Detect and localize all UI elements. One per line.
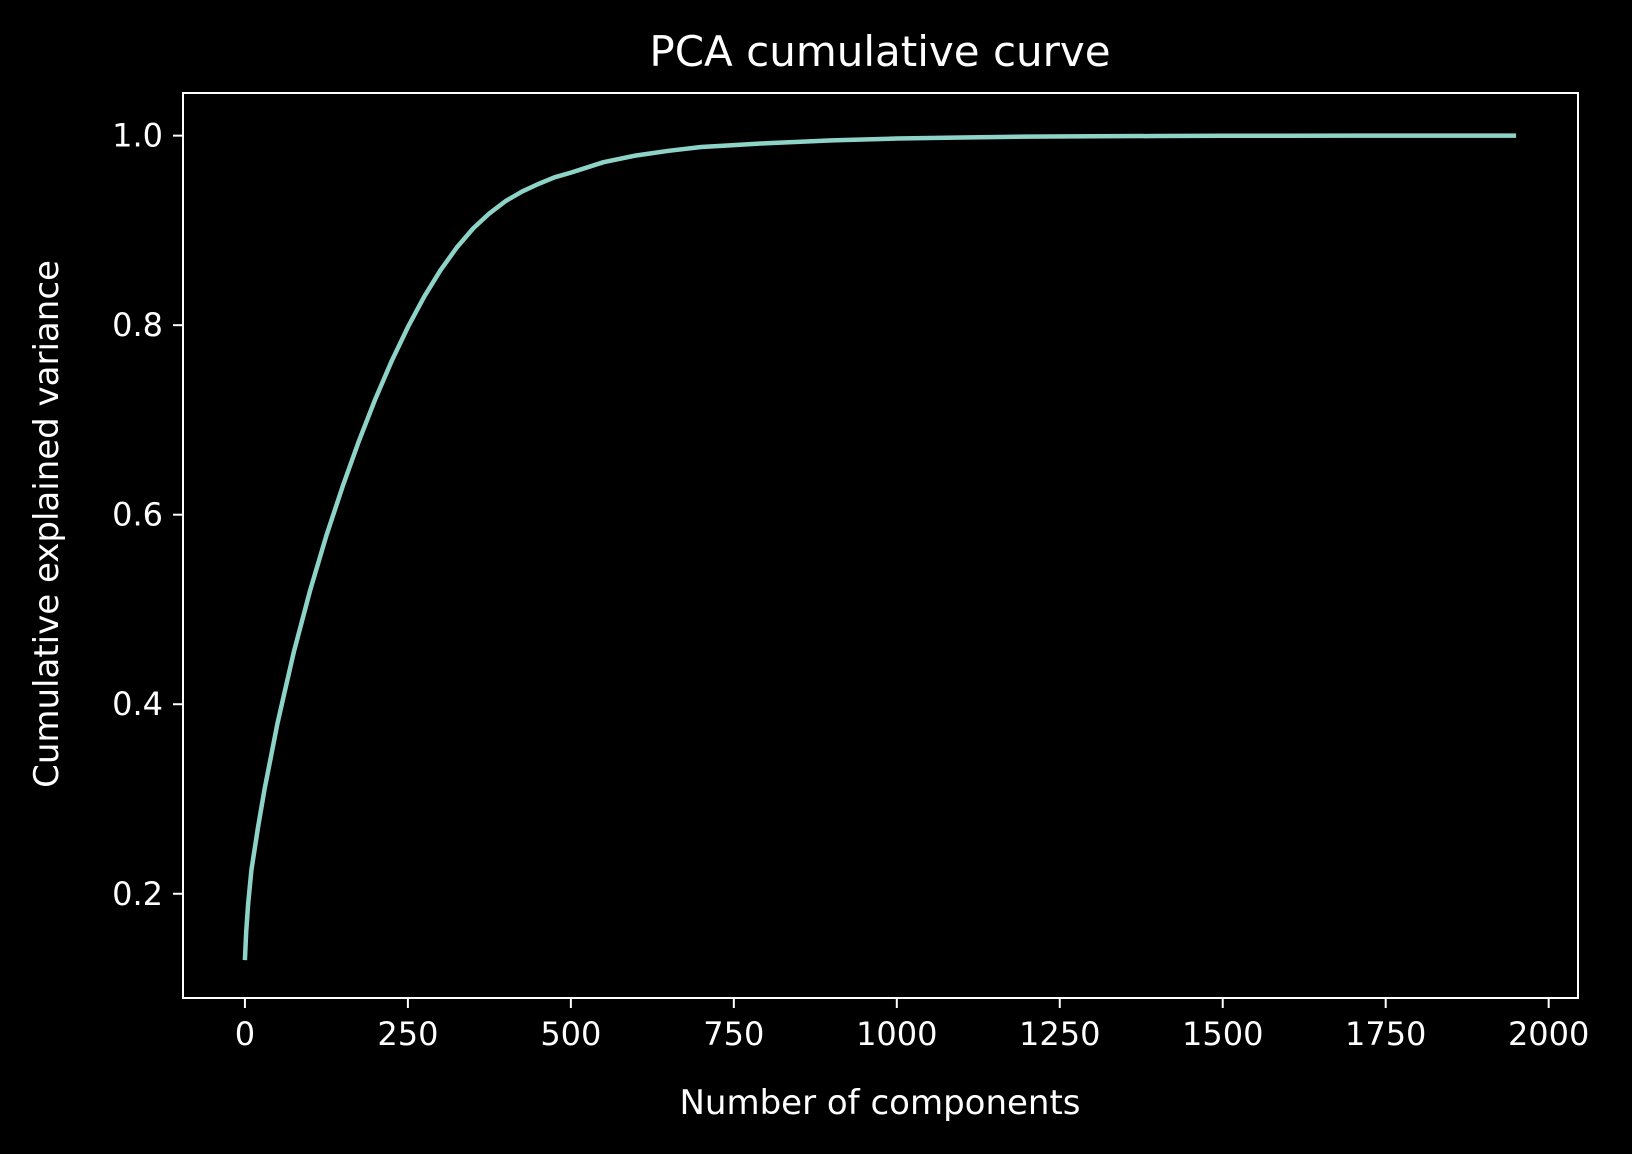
x-tick-label: 0 bbox=[235, 1015, 255, 1053]
x-tick-label: 250 bbox=[377, 1015, 438, 1053]
plot-area: 0 250 500 750 1000 1250 1500 1750 2000 0.2 0.4 0.6 0… bbox=[112, 92, 1589, 1053]
x-axis-label: Number of components bbox=[679, 1083, 1080, 1123]
x-tick-label: 750 bbox=[703, 1015, 764, 1053]
x-tick-label: 1500 bbox=[1182, 1015, 1263, 1053]
series-line-0 bbox=[242, 133, 1517, 961]
chart-title: PCA cumulative curve bbox=[649, 27, 1110, 76]
y-tick-label: 0.8 bbox=[112, 306, 163, 344]
x-tick-label: 500 bbox=[540, 1015, 601, 1053]
y-tick-label: 0.6 bbox=[112, 496, 163, 534]
x-tick-label: 1000 bbox=[856, 1015, 937, 1053]
y-tick-label: 1.0 bbox=[112, 117, 163, 155]
axes-frame bbox=[182, 92, 1579, 999]
y-tick-label: 0.2 bbox=[112, 875, 163, 913]
y-axis-label: Cumulative explained variance bbox=[27, 260, 67, 788]
x-tick-label: 2000 bbox=[1508, 1015, 1589, 1053]
x-tick-label: 1250 bbox=[1019, 1015, 1100, 1053]
y-tick-label: 0.4 bbox=[112, 685, 163, 723]
x-tick-label: 1750 bbox=[1345, 1015, 1426, 1053]
